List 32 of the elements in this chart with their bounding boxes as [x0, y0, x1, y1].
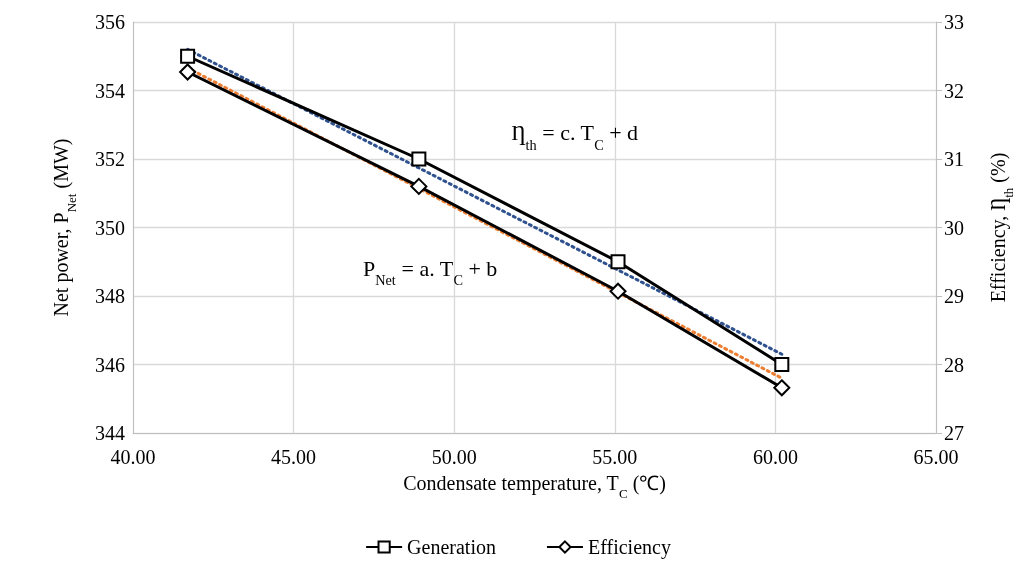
- y2-axis-title: Efficiency, Ƞth (%): [987, 152, 1016, 303]
- y-tick-label: 344: [95, 422, 125, 444]
- legend-label: Generation: [407, 536, 496, 558]
- y-tick-label: 356: [95, 11, 125, 33]
- point: [610, 254, 626, 270]
- y2-tick-label: 33: [944, 11, 964, 33]
- point: [411, 151, 427, 167]
- y-tick-label: 348: [95, 285, 125, 307]
- x-tick-label: 45.00: [271, 446, 317, 468]
- y2-tick-label: 32: [944, 79, 964, 102]
- y2-tick-label: 29: [944, 285, 964, 307]
- y-tick-label: 350: [95, 216, 125, 239]
- y-axis-title: Net power, PNet (MW): [50, 138, 79, 317]
- y-tick-label: 354: [95, 79, 125, 102]
- y2-tick-label: 30: [944, 216, 964, 239]
- point: [773, 379, 791, 397]
- point: [774, 357, 790, 372]
- x-tick-label: 40.00: [110, 446, 156, 468]
- y-tick-label: 346: [95, 353, 125, 376]
- point: [609, 282, 627, 300]
- x-tick-label: 55.00: [592, 446, 638, 468]
- y-tick-label: 352: [95, 148, 125, 170]
- y2-tick-label: 28: [944, 353, 964, 376]
- point: [410, 177, 428, 195]
- point: [179, 63, 197, 81]
- x-tick-label: 65.00: [913, 446, 959, 468]
- y2-tick-label: 27: [944, 422, 964, 444]
- x-tick-label: 50.00: [431, 446, 477, 468]
- x-tick-label: 60.00: [752, 446, 798, 468]
- legend-label: Efficiency: [587, 536, 671, 559]
- point: [180, 48, 196, 64]
- y2-tick-label: 31: [944, 148, 964, 170]
